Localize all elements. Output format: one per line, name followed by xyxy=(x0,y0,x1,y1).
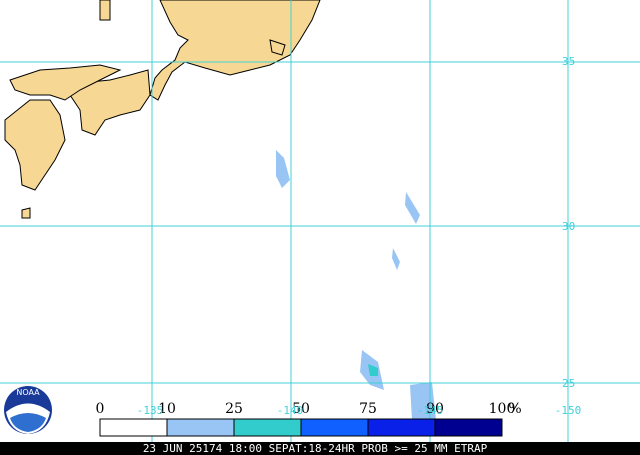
footer-bar xyxy=(0,442,640,455)
legend-swatch xyxy=(166,418,235,437)
longitude-label: -150 xyxy=(555,404,582,417)
legend-label: 10 xyxy=(158,401,176,417)
legend-swatch xyxy=(434,418,503,437)
svg-text:NOAA: NOAA xyxy=(16,388,40,397)
latitude-label: 30 xyxy=(562,220,575,233)
legend-swatch xyxy=(300,418,369,437)
noaa-logo: NOAA xyxy=(4,386,52,434)
latitude-label: 35 xyxy=(562,55,575,68)
legend-label: 75 xyxy=(359,401,377,417)
longitude-label: -145 xyxy=(417,404,444,417)
legend-unit: % xyxy=(508,401,521,417)
graticule xyxy=(0,0,640,442)
latitude-label: 25 xyxy=(562,377,575,390)
footer-text: 23 JUN 25174 18:00 SEPAT:18-24HR PROB >=… xyxy=(143,442,488,455)
longitude-label: -140 xyxy=(277,404,304,417)
land xyxy=(4,0,321,219)
rain-areas xyxy=(276,150,436,420)
legend-swatch xyxy=(367,418,436,437)
longitude-label: -135 xyxy=(137,404,164,417)
legend-swatch xyxy=(99,418,168,437)
legend-label: 25 xyxy=(225,401,243,417)
legend-label: 100 xyxy=(489,401,516,417)
legend-label: 0 xyxy=(96,401,105,417)
legend: 0 10 25 50 75 90 100% xyxy=(96,401,522,437)
legend-label: 90 xyxy=(426,401,444,417)
legend-swatch xyxy=(233,418,302,437)
legend-label: 50 xyxy=(292,401,310,417)
